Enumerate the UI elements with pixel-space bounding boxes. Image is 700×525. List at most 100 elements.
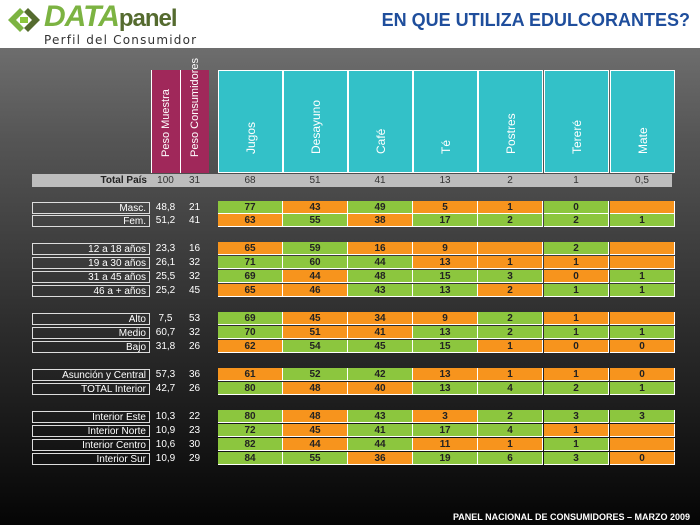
peso-consumidores-value: 53 — [188, 313, 201, 324]
row-label: Masc. — [32, 202, 150, 214]
data-cell: 2 — [478, 284, 543, 297]
peso-muestra-value: 60,7 — [155, 327, 176, 338]
data-cell: 55 — [283, 452, 348, 465]
peso-muestra-value: 48,8 — [155, 202, 176, 213]
data-cell: 59 — [283, 242, 348, 255]
column-header-label: Café — [373, 128, 388, 154]
data-cell: 0 — [544, 340, 609, 353]
peso-muestra-value: 7,5 — [158, 313, 173, 324]
data-cell: 77 — [218, 201, 283, 214]
data-cell: 63 — [218, 214, 283, 227]
row-label: Interior Norte — [32, 425, 150, 437]
data-cell: 1 — [544, 326, 609, 339]
data-cell: 51 — [283, 326, 348, 339]
data-cell: 0 — [544, 270, 609, 283]
data-cell: 1 — [544, 438, 609, 451]
data-cell — [610, 312, 675, 325]
peso-consumidores-value: 41 — [188, 215, 201, 226]
row-label: 46 a + años — [32, 285, 150, 297]
peso-muestra-value: 23,3 — [155, 243, 176, 254]
row-label: Alto — [32, 313, 150, 325]
data-cell: 2 — [478, 312, 543, 325]
data-cell: 9 — [413, 242, 478, 255]
data-cell: 80 — [218, 382, 283, 395]
data-cell: 1 — [610, 284, 675, 297]
data-cell: 48 — [348, 270, 413, 283]
data-cell: 4 — [478, 382, 543, 395]
column-header-label: Mate — [635, 127, 650, 154]
data-cell: 0,5 — [635, 175, 649, 186]
data-cell: 15 — [413, 270, 478, 283]
data-cell: 2 — [544, 242, 609, 255]
data-cell: 44 — [283, 270, 348, 283]
peso-consumidores-value: 26 — [188, 341, 201, 352]
data-cell: 41 — [374, 175, 386, 186]
data-cell: 13 — [413, 256, 478, 269]
row-label: Interior Centro — [32, 439, 150, 451]
data-cell: 43 — [283, 201, 348, 214]
column-header-label: Peso Muestra — [160, 89, 172, 157]
peso-muestra-value: 10,9 — [155, 425, 176, 436]
peso-consumidores-value: 32 — [188, 327, 201, 338]
data-cell: 17 — [413, 424, 478, 437]
data-cell: 13 — [413, 284, 478, 297]
data-cell: 1 — [544, 424, 609, 437]
peso-consumidores-value: 21 — [188, 202, 201, 213]
footer-caption: PANEL NACIONAL DE CONSUMIDORES – MARZO 2… — [452, 512, 690, 522]
peso-consumidores-value: 29 — [188, 453, 201, 464]
data-cell: 3 — [544, 410, 609, 423]
data-cell: 1 — [478, 256, 543, 269]
peso-muestra-value: 57,3 — [155, 369, 176, 380]
data-cell: 0 — [610, 368, 675, 381]
column-header-5: Tereré — [544, 70, 609, 173]
data-cell: 70 — [218, 326, 283, 339]
row-label: Asunción y Central — [32, 369, 150, 381]
data-cell: 61 — [218, 368, 283, 381]
data-cell: 44 — [348, 256, 413, 269]
row-label: Bajo — [32, 341, 150, 353]
column-header-3: Té — [413, 70, 478, 173]
logo-subtitle: Perfil del Consumidor — [44, 33, 198, 47]
data-cell: 3 — [544, 452, 609, 465]
data-cell: 1 — [544, 368, 609, 381]
data-cell: 48 — [283, 382, 348, 395]
data-cell: 1 — [610, 270, 675, 283]
data-cell: 0 — [610, 340, 675, 353]
data-cell: 1 — [478, 201, 543, 214]
data-cell: 52 — [283, 368, 348, 381]
data-cell: 1 — [610, 382, 675, 395]
column-header-label: Postres — [503, 113, 518, 154]
data-cell — [610, 438, 675, 451]
data-cell: 41 — [348, 326, 413, 339]
column-header-label: Té — [438, 139, 453, 154]
column-header-1: Desayuno — [283, 70, 348, 173]
data-cell: 15 — [413, 340, 478, 353]
data-cell: 11 — [413, 438, 478, 451]
data-cell: 3 — [413, 410, 478, 423]
data-cell: 13 — [439, 175, 451, 186]
column-header-6: Mate — [610, 70, 675, 173]
data-cell — [610, 201, 675, 214]
peso-muestra-value: 25,5 — [155, 271, 176, 282]
peso-muestra-value: 26,1 — [155, 257, 176, 268]
data-cell: 51 — [309, 175, 321, 186]
data-cell: 0 — [610, 452, 675, 465]
data-cell: 3 — [478, 270, 543, 283]
column-header-4: Postres — [478, 70, 543, 173]
peso-muestra-value: 31,8 — [155, 341, 176, 352]
data-cell: 2 — [478, 214, 543, 227]
peso-consumidores-value: 26 — [188, 383, 201, 394]
data-cell: 45 — [283, 312, 348, 325]
data-cell: 6 — [478, 452, 543, 465]
data-cell: 84 — [218, 452, 283, 465]
logo-panel: panel — [118, 5, 178, 32]
data-cell: 2 — [478, 326, 543, 339]
data-cell: 13 — [413, 326, 478, 339]
column-header-label: Desayuno — [308, 99, 323, 154]
row-label: Total País — [100, 175, 148, 186]
data-cell: 55 — [283, 214, 348, 227]
data-cell: 43 — [348, 284, 413, 297]
data-cell: 41 — [348, 424, 413, 437]
datapanel-logo-icon — [8, 8, 40, 32]
data-cell: 1 — [544, 256, 609, 269]
